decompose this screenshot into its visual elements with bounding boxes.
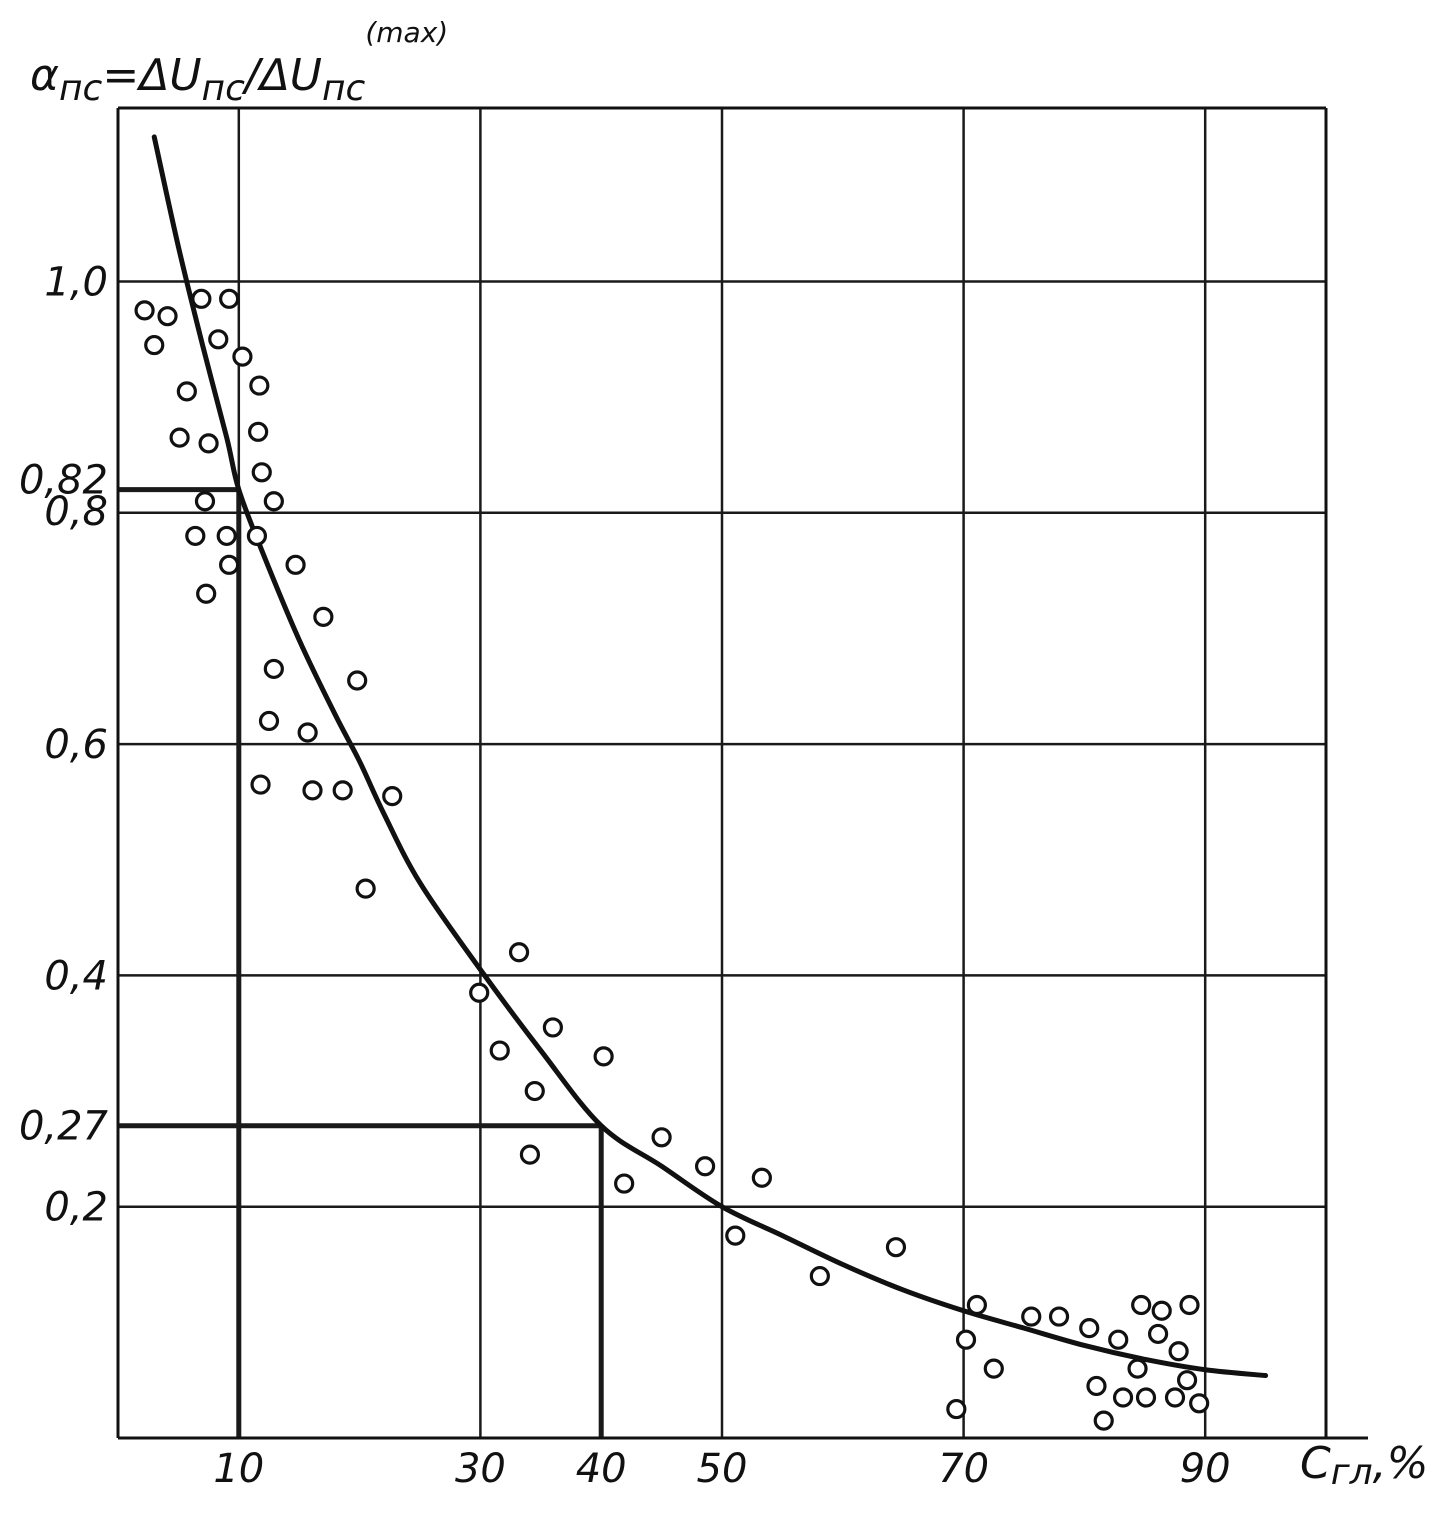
data-point-54 xyxy=(1151,1300,1172,1321)
data-point-49 xyxy=(946,1398,967,1420)
data-point-17 xyxy=(246,525,268,547)
data-point-28 xyxy=(332,780,353,801)
fit-curve xyxy=(151,134,1269,1379)
data-point-38 xyxy=(651,1127,672,1148)
data-points xyxy=(134,288,1210,1431)
y-axis-label-slash: /ΔU xyxy=(241,50,322,101)
data-point-16 xyxy=(216,525,237,547)
data-point-12 xyxy=(251,462,272,483)
x-tick-labels: 10 30 40 50 70 90 xyxy=(213,1446,1230,1492)
data-point-11 xyxy=(248,421,269,442)
data-point-0 xyxy=(134,300,155,321)
data-point-24 xyxy=(258,710,280,732)
data-point-14 xyxy=(194,491,216,512)
data-point-36 xyxy=(593,1046,614,1067)
x-tick-label-50: 50 xyxy=(697,1446,748,1492)
y-axis-label: αпс=ΔUпс/ΔUпс(max) xyxy=(30,16,448,109)
reference-lines xyxy=(118,487,604,1438)
data-point-39 xyxy=(614,1173,635,1194)
x-tick-label-30: 30 xyxy=(455,1446,506,1492)
data-point-50 xyxy=(1048,1306,1070,1327)
data-point-7 xyxy=(249,375,270,396)
x-tick-label-90: 90 xyxy=(1180,1446,1231,1492)
fit-curve-line xyxy=(151,134,1269,1379)
data-point-58 xyxy=(1168,1341,1189,1362)
data-point-1 xyxy=(144,334,165,356)
data-point-52 xyxy=(1108,1329,1129,1350)
data-point-57 xyxy=(1147,1323,1169,1345)
data-point-47 xyxy=(955,1329,977,1350)
y-axis-label-num-sub: пс xyxy=(202,68,246,109)
data-point-31 xyxy=(508,942,530,963)
data-point-18 xyxy=(219,554,240,575)
data-point-10 xyxy=(198,433,219,454)
data-point-35 xyxy=(524,1080,545,1102)
data-point-63 xyxy=(1176,1370,1198,1391)
data-point-62 xyxy=(1164,1387,1186,1408)
x-tick-label-70: 70 xyxy=(938,1446,989,1492)
data-point-32 xyxy=(469,982,490,1003)
y-tick-label-0-4: 0,4 xyxy=(44,953,108,999)
y-axis-label-eq: =ΔU xyxy=(102,50,201,101)
data-point-6 xyxy=(232,346,253,367)
data-point-41 xyxy=(751,1167,772,1188)
data-point-25 xyxy=(297,722,318,743)
data-point-30 xyxy=(355,878,376,899)
data-point-22 xyxy=(263,658,284,680)
x-tick-label-10: 10 xyxy=(213,1446,264,1492)
data-point-56 xyxy=(1127,1358,1148,1379)
data-point-42 xyxy=(725,1225,746,1246)
data-point-40 xyxy=(694,1156,716,1177)
data-point-9 xyxy=(169,427,190,448)
data-point-13 xyxy=(263,491,284,512)
data-point-4 xyxy=(219,288,240,309)
data-point-48 xyxy=(983,1358,1004,1379)
data-point-5 xyxy=(208,329,229,350)
data-point-19 xyxy=(285,554,306,575)
y-axis-label-alpha-sub: пс xyxy=(59,68,103,109)
y-tick-label-0-6: 0,6 xyxy=(44,722,108,768)
y-tick-label-1: 1,0 xyxy=(44,259,108,305)
data-point-33 xyxy=(489,1040,510,1061)
data-point-43 xyxy=(885,1237,907,1258)
data-point-34 xyxy=(542,1017,563,1038)
data-point-65 xyxy=(1093,1410,1114,1431)
data-point-55 xyxy=(1179,1294,1200,1316)
data-point-51 xyxy=(1079,1318,1100,1339)
y-axis-label-den-sup: (max) xyxy=(365,16,448,49)
y-tick-label-0-8: 0,8 xyxy=(44,489,108,535)
y-tick-label-0-27: 0,27 xyxy=(19,1104,109,1150)
y-tick-label-0-82: 0,82 xyxy=(19,458,108,504)
x-axis-label-main: C xyxy=(1300,1438,1331,1489)
data-point-29 xyxy=(382,786,403,807)
data-point-44 xyxy=(809,1265,830,1287)
x-axis-label-unit: ,% xyxy=(1373,1438,1429,1489)
data-point-15 xyxy=(185,525,206,547)
data-point-60 xyxy=(1112,1387,1134,1408)
data-point-64 xyxy=(1189,1393,1210,1414)
y-axis-label-den-sub: пс xyxy=(322,68,366,109)
y-tick-label-0-2: 0,2 xyxy=(44,1185,108,1231)
x-tick-label-40: 40 xyxy=(576,1446,627,1492)
data-point-23 xyxy=(347,670,368,691)
data-point-27 xyxy=(302,780,323,801)
y-tick-labels: 0,2 0,27 0,4 0,6 0,80,82 1,0 xyxy=(19,259,109,1230)
x-axis-label-sub: гл xyxy=(1331,1452,1373,1493)
data-point-20 xyxy=(196,583,217,604)
data-point-59 xyxy=(1086,1375,1107,1397)
axes xyxy=(116,106,1368,1440)
data-point-61 xyxy=(1135,1387,1157,1408)
data-point-21 xyxy=(313,606,334,627)
data-point-45 xyxy=(966,1294,987,1316)
y-axis-label-alpha: α xyxy=(30,50,59,101)
data-point-8 xyxy=(176,381,197,402)
data-point-46 xyxy=(1021,1306,1042,1327)
data-point-3 xyxy=(191,288,212,309)
data-point-53 xyxy=(1131,1294,1152,1316)
data-point-37 xyxy=(519,1144,541,1165)
data-point-26 xyxy=(250,774,271,795)
data-point-2 xyxy=(157,306,178,327)
x-axis-label: Cгл,% xyxy=(1300,1438,1428,1493)
